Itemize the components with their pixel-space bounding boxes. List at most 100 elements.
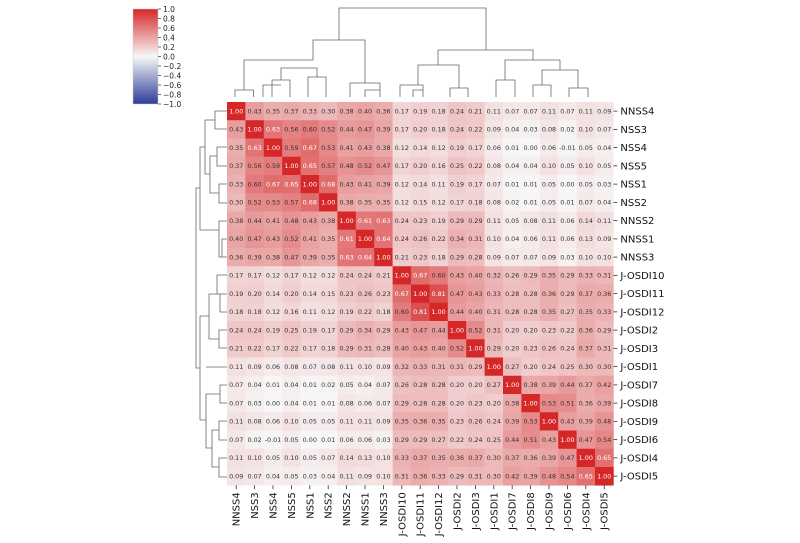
cell-value: 0.31	[395, 472, 409, 480]
cell-value: 0.65	[303, 162, 317, 170]
cell-value: 0.05	[597, 162, 611, 170]
cell-value: 0.18	[431, 107, 445, 115]
heatmap-cell	[595, 321, 614, 340]
heatmap-cell	[484, 412, 504, 431]
cell-value: 0.29	[395, 436, 409, 444]
cell-value: 0.63	[266, 126, 280, 134]
cell-value: 0.43	[247, 107, 261, 115]
cell-value: 0.12	[266, 272, 280, 280]
heatmap-cell	[374, 102, 393, 121]
heatmap-cell	[245, 156, 265, 176]
heatmap-cell	[558, 467, 577, 486]
heatmap-cell	[263, 375, 283, 395]
cell-value: 0.26	[413, 235, 427, 243]
cell-value: 0.52	[247, 199, 261, 207]
heatmap-cell	[337, 284, 357, 304]
heatmap-cell	[558, 156, 577, 176]
cell-value: 0.17	[229, 272, 243, 280]
heatmap-cell	[558, 448, 577, 468]
row-label: J-OSDI9	[619, 417, 658, 428]
heatmap-cell	[466, 394, 485, 413]
cell-value: 0.06	[542, 144, 556, 152]
cell-value: 1.00	[597, 472, 611, 480]
colorbar-gradient	[132, 8, 159, 105]
cell-value: 0.24	[560, 345, 574, 353]
heatmap-cell	[392, 120, 412, 139]
heatmap-cell	[484, 102, 504, 121]
heatmap-cell	[355, 102, 375, 121]
heatmap-cell	[245, 138, 265, 158]
heatmap-cell	[282, 229, 301, 249]
cell-value: 0.33	[487, 290, 501, 298]
cell-value: 0.26	[395, 381, 409, 389]
heatmap-cell	[319, 321, 338, 340]
heatmap-cell	[576, 248, 596, 267]
heatmap-cell	[595, 138, 614, 158]
heatmap-cell	[392, 321, 412, 340]
heatmap-cell	[466, 175, 485, 194]
heatmap-cell	[300, 175, 320, 194]
cell-value: 0.24	[450, 126, 464, 134]
heatmap-cell	[374, 175, 393, 194]
heatmap-cell	[355, 339, 375, 358]
heatmap-cell	[337, 430, 357, 450]
cell-value: 0.00	[560, 180, 574, 188]
row-label: NSS4	[620, 143, 647, 154]
cell-value: 0.31	[468, 235, 482, 243]
heatmap-cell	[576, 430, 596, 450]
heatmap-cell	[558, 302, 577, 322]
heatmap-cell	[355, 138, 375, 158]
heatmap-cell	[503, 266, 522, 285]
cell-value: 0.59	[266, 162, 280, 170]
cell-value: 0.43	[229, 126, 243, 134]
cell-value: 0.24	[229, 326, 243, 334]
cell-value: 0.11	[542, 217, 556, 225]
cell-value: 0.56	[247, 162, 261, 170]
heatmap-cell	[447, 211, 467, 231]
cell-value: 0.39	[542, 454, 556, 462]
cell-value: 0.43	[542, 436, 556, 444]
cell-value: 0.27	[560, 308, 574, 316]
heatmap-cell	[392, 138, 412, 158]
heatmap-cell	[300, 266, 320, 285]
cell-value: 0.12	[303, 272, 317, 280]
heatmap-cell	[319, 102, 338, 121]
heatmap-cell	[282, 138, 301, 158]
heatmap-cell	[484, 156, 504, 176]
heatmap-cell	[595, 412, 614, 431]
heatmap-cell	[503, 193, 522, 212]
cell-value: 0.02	[560, 126, 574, 134]
cell-value: 0.09	[597, 235, 611, 243]
cell-value: 0.42	[597, 381, 611, 389]
cell-value: 0.12	[321, 308, 335, 316]
cell-value: 0.01	[523, 180, 537, 188]
heatmap-cell	[539, 339, 559, 358]
heatmap-cell	[227, 321, 246, 340]
cell-value: 0.36	[523, 454, 537, 462]
cell-value: 0.14	[339, 454, 353, 462]
cell-value: 0.21	[376, 272, 390, 280]
cell-value: 0.22	[468, 126, 482, 134]
cell-value: 0.48	[597, 418, 611, 426]
heatmap-cell	[429, 248, 449, 267]
heatmap-cell	[263, 120, 283, 139]
heatmap-cell	[576, 339, 596, 358]
cell-value: 0.17	[303, 345, 317, 353]
heatmap-cell	[245, 120, 265, 139]
heatmap-cell	[484, 211, 504, 231]
cell-value: 0.35	[358, 199, 372, 207]
heatmap-cell	[227, 120, 246, 139]
cell-value: 0.11	[487, 107, 501, 115]
cell-value: 0.01	[321, 399, 335, 407]
heatmap-cell	[521, 339, 541, 358]
heatmap-cell	[319, 248, 338, 267]
heatmap-cell	[263, 266, 283, 285]
heatmap-cell	[411, 248, 430, 267]
column-label: NNSS1	[361, 492, 372, 526]
cell-value: 0.31	[597, 345, 611, 353]
heatmap-cell	[484, 339, 504, 358]
heatmap-cell	[576, 193, 596, 212]
cell-value: 0.43	[339, 180, 353, 188]
heatmap-cell	[337, 102, 357, 121]
cell-value: 0.60	[303, 126, 317, 134]
